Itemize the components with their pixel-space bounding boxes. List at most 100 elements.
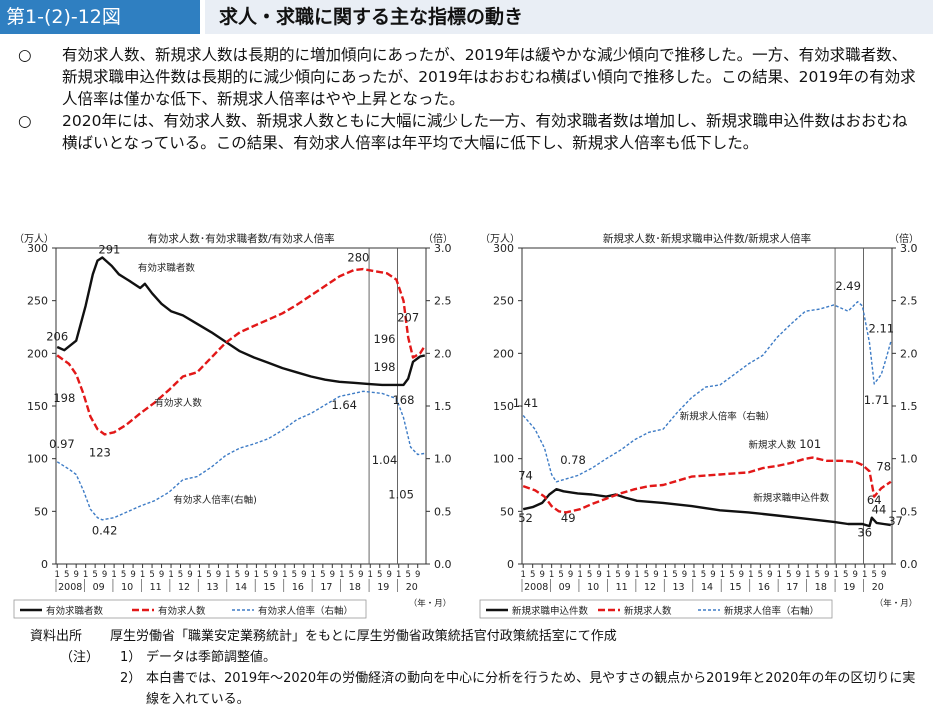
- x-year-label: 2008: [58, 582, 82, 593]
- chart-title: 有効求人数･有効求職者数/有効求人倍率: [147, 232, 334, 245]
- right-tick-label: 1.5: [434, 400, 452, 413]
- left-tick-label: 0: [41, 558, 48, 571]
- plot-frame: [521, 247, 893, 565]
- x-year-label: 11: [150, 582, 162, 593]
- x-month-label: 1: [111, 570, 116, 580]
- x-month-label: 9: [710, 570, 715, 580]
- x-month-label: 1: [225, 570, 230, 580]
- x-year-label: 12: [178, 582, 190, 593]
- x-month-label: 5: [349, 570, 354, 580]
- legend-label: 有効求職者数: [46, 605, 104, 617]
- data-label: 0.42: [92, 524, 118, 538]
- data-label: 280: [347, 251, 369, 265]
- right-tick-label: 2.0: [434, 347, 452, 360]
- x-month-label: 1: [339, 570, 344, 580]
- note-number: 2）: [120, 671, 142, 686]
- right-tick-label: 2.5: [434, 295, 452, 308]
- series-annotation: 新規求職申込件数: [753, 492, 830, 504]
- x-year-label: 18: [815, 582, 827, 593]
- x-month-label: 1: [140, 570, 145, 580]
- x-month-label: 9: [73, 570, 78, 580]
- x-month-label: 1: [254, 570, 259, 580]
- x-month-label: 1: [720, 570, 725, 580]
- data-label: 78: [876, 459, 891, 473]
- x-month-label: 1: [577, 570, 582, 580]
- x-month-label: 1: [834, 570, 839, 580]
- plot-frame: [55, 247, 427, 565]
- legend-label: 有効求人倍率（右軸）: [258, 605, 353, 617]
- x-month-label: 9: [130, 570, 135, 580]
- source-row: 資料出所 厚生労働省「職業安定業務統計」をもとに厚生労働省政策統括官付政策統括室…: [30, 626, 920, 647]
- data-label: 1.71: [864, 393, 890, 407]
- x-year-label: 09: [559, 582, 571, 593]
- bullet-item: ○ 2020年には、有効求人数、新規求人数ともに大幅に減少した一方、有効求職者数…: [18, 110, 918, 154]
- left-tick-label: 250: [493, 295, 514, 308]
- left-tick-label: 100: [27, 453, 48, 466]
- data-label: 64: [867, 493, 882, 507]
- note-text: 本白書では、2019年～2020年の労働経済の動向を中心に分析を行うため、見やす…: [146, 671, 916, 707]
- chart-new: 新規求人数･新規求職申込件数/新規求人倍率 （万人） （倍） 0 50 100 150 200…: [474, 230, 926, 626]
- source-notes: 資料出所 厚生労働省「職業安定業務統計」をもとに厚生労働省政策統括官付政策統括室…: [30, 626, 920, 710]
- x-axis-unit: （年・月）: [875, 598, 918, 609]
- source-label: 資料出所: [30, 629, 83, 644]
- x-month-label: 9: [244, 570, 249, 580]
- x-month-label: 5: [121, 570, 126, 580]
- x-month-label: 5: [815, 570, 820, 580]
- note-number: 1）: [120, 650, 142, 665]
- data-label: 36: [857, 526, 872, 540]
- x-month-label: 5: [672, 570, 677, 580]
- x-year-label: 10: [587, 582, 599, 593]
- x-year-label: 09: [93, 582, 105, 593]
- note-row: （注） 1） データは季節調整値。: [30, 647, 920, 668]
- legend-box: [13, 599, 367, 619]
- x-month-label: 5: [786, 570, 791, 580]
- x-month-label: 5: [558, 570, 563, 580]
- right-axis-unit: （倍）: [423, 232, 453, 245]
- data-label: 1.64: [331, 398, 357, 412]
- x-year-label: 20: [406, 582, 418, 593]
- x-month-label: 9: [330, 570, 335, 580]
- legend-label: 新規求職申込件数: [512, 605, 589, 617]
- x-year-label: 16: [292, 582, 304, 593]
- chart-title: 新規求人数･新規求職申込件数/新規求人倍率: [603, 232, 811, 245]
- x-month-label: 9: [539, 570, 544, 580]
- data-label: 0.97: [49, 437, 75, 451]
- right-tick-label: 0.5: [434, 505, 452, 518]
- figure-title: 求人・求職に関する主な指標の動き: [205, 0, 933, 34]
- series-annotation: 有効求人倍率(右軸): [173, 494, 256, 506]
- left-tick-label: 0: [507, 558, 514, 571]
- chart-svg: 有効求人数･有効求職者数/有効求人倍率 （万人） （倍） 0 50 100 150 200 25…: [13, 232, 453, 619]
- legend-label: 有効求人数: [158, 605, 206, 617]
- summary-bullets: ○ 有効求人数、新規求人数は長期的に増加傾向にあったが、2019年は緩やかな減少…: [18, 44, 918, 154]
- x-month-label: 5: [843, 570, 848, 580]
- x-month-label: 5: [320, 570, 325, 580]
- right-axis-unit: （倍）: [889, 232, 919, 245]
- x-month-label: 1: [54, 570, 59, 580]
- x-month-label: 1: [368, 570, 373, 580]
- series-annotation: 有効求職者数: [138, 262, 196, 274]
- x-year-label: 11: [616, 582, 628, 593]
- data-label: 0.78: [560, 453, 586, 467]
- right-tick-label: 2.5: [900, 295, 918, 308]
- x-month-label: 1: [549, 570, 554, 580]
- bullet-mark: ○: [18, 112, 32, 130]
- x-month-label: 9: [102, 570, 107, 580]
- x-month-label: 1: [168, 570, 173, 580]
- x-month-label: 9: [625, 570, 630, 580]
- chart-svg: 新規求人数･新規求職申込件数/新規求人倍率（万人） （倍）050100150200…: [479, 232, 919, 619]
- x-month-label: 9: [159, 570, 164, 580]
- x-year-label: 17: [320, 582, 332, 593]
- right-tick-label: 1.0: [900, 453, 918, 466]
- x-month-label: 1: [197, 570, 202, 580]
- bullet-mark: ○: [18, 46, 32, 64]
- left-tick-label: 200: [493, 347, 514, 360]
- series-line-2: [522, 300, 892, 483]
- x-month-label: 9: [596, 570, 601, 580]
- data-label: 2.11: [869, 321, 895, 335]
- data-label: 101: [799, 437, 821, 451]
- x-month-label: 5: [263, 570, 268, 580]
- left-tick-label: 200: [27, 347, 48, 360]
- legend-label: 新規求人倍率（右軸）: [724, 605, 819, 617]
- x-year-label: 14: [701, 582, 713, 593]
- x-month-label: 1: [396, 570, 401, 580]
